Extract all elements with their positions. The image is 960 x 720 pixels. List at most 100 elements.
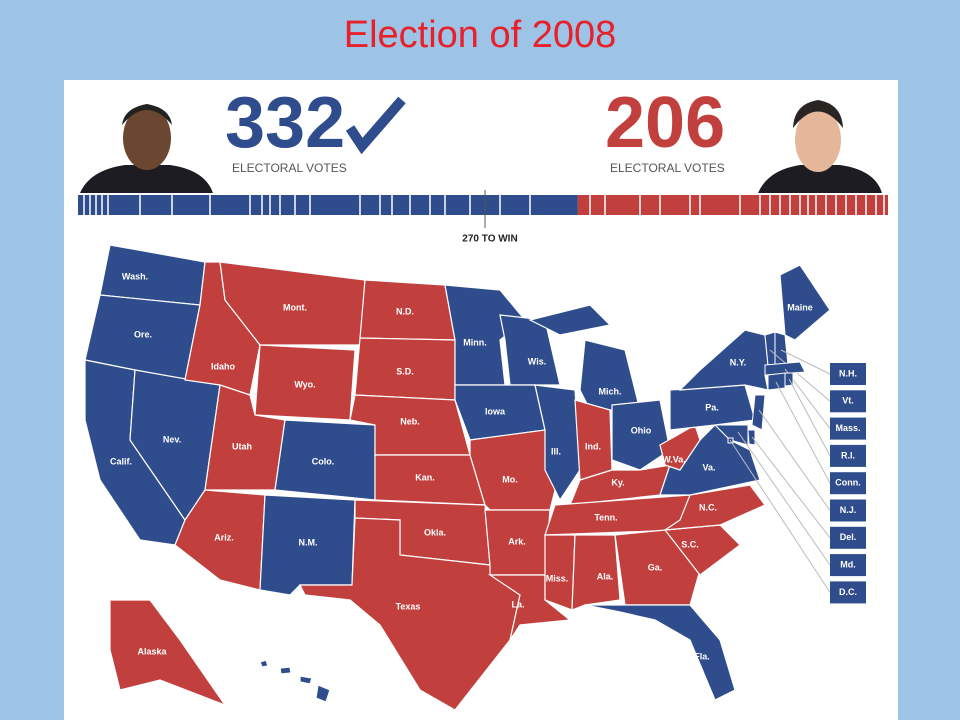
right-label: ELECTORAL VOTES (610, 161, 725, 175)
small-state (713, 424, 749, 446)
state-label: Kan. (415, 472, 435, 482)
state (299, 675, 313, 685)
state-label: Mo. (502, 474, 518, 484)
state-box-label: Md. (840, 559, 856, 569)
leader-line (751, 436, 831, 539)
left-photo (78, 95, 213, 193)
state-box-label: Conn. (835, 478, 861, 488)
right-photo (755, 95, 883, 193)
state (664, 484, 766, 531)
state (528, 304, 612, 336)
state-box-label: Vt. (842, 396, 854, 406)
state-label: N.C. (699, 502, 717, 512)
state-label: Ariz. (214, 532, 234, 542)
state-box-label: Del. (840, 532, 857, 542)
state (611, 399, 671, 471)
leader-line (780, 349, 831, 375)
state-label: Neb. (400, 416, 420, 426)
state-label: Tenn. (594, 512, 617, 522)
state-label: Wis. (528, 356, 546, 366)
state-box (830, 363, 866, 385)
slide-title: Election of 2008 (344, 14, 617, 56)
state-label: S.C. (681, 539, 699, 549)
state-box (830, 554, 866, 577)
state (571, 534, 621, 611)
state-label: Idaho (211, 361, 236, 371)
state-label: N.D. (396, 306, 414, 316)
state (584, 604, 736, 701)
state-label: Minn. (463, 337, 487, 347)
state-box-label: D.C. (839, 587, 857, 597)
state-label: N.M. (299, 537, 318, 547)
check-icon (345, 96, 406, 155)
leader-line (758, 409, 831, 511)
state-box (830, 390, 866, 413)
state-box (830, 499, 866, 522)
small-state (764, 361, 806, 376)
leader-line (729, 439, 831, 593)
state (279, 666, 292, 675)
state-label: Ind. (585, 441, 601, 451)
threshold-label: 270 TO WIN (462, 234, 517, 245)
state-label: La. (511, 599, 524, 609)
state-label: Okla. (424, 527, 446, 537)
state-label: Ky. (611, 477, 624, 487)
leader-line (769, 349, 831, 402)
left-label: ELECTORAL VOTES (232, 161, 347, 175)
small-state (747, 429, 756, 446)
state-label: Ala. (597, 571, 614, 581)
state-label: N.Y. (730, 357, 747, 367)
right-votes: 206 (605, 83, 725, 163)
state-box (830, 526, 866, 549)
state-label: Wash. (122, 271, 148, 281)
state-box-label: Mass. (835, 423, 860, 433)
state-label: Mont. (283, 302, 307, 312)
state-label: Wyo. (294, 379, 315, 389)
state-label: Ga. (648, 562, 663, 572)
state-label: Colo. (312, 456, 335, 466)
state-label: Va. (702, 462, 715, 472)
left-votes: 332 (225, 83, 345, 163)
state-label: Calif. (110, 456, 132, 466)
state-label: Ohio (631, 425, 652, 435)
state-label: Fla. (694, 651, 710, 661)
state (614, 529, 701, 606)
state-box (830, 472, 866, 495)
state-box (830, 581, 866, 604)
state-label: Nev. (163, 434, 181, 444)
state-label: Miss. (546, 573, 569, 583)
state (444, 284, 526, 386)
state-label: Ark. (508, 536, 526, 546)
state (534, 384, 581, 502)
state (469, 429, 556, 511)
state (779, 264, 831, 341)
state-label: Maine (787, 302, 813, 312)
state-box-label: N.H. (839, 368, 857, 378)
state (315, 684, 331, 703)
state (574, 399, 613, 481)
state-label: W.Va. (662, 454, 686, 464)
state-label: Ill. (551, 446, 561, 456)
leader-line (788, 378, 831, 457)
right-bar (577, 195, 888, 215)
state-label: Hawaii (274, 686, 303, 696)
state-box (830, 444, 866, 467)
state (219, 261, 366, 346)
leader-line (775, 381, 831, 484)
state-label: S.D. (396, 366, 414, 376)
state (259, 659, 269, 668)
vote-bar (78, 195, 888, 215)
state (299, 517, 521, 711)
small-state (751, 394, 766, 431)
state-box (830, 417, 866, 440)
state-label: Utah (232, 441, 252, 451)
state-label: Mich. (598, 386, 621, 396)
state-label: Iowa (485, 406, 506, 416)
map: Wash. Ore. Calif. Nev. Idaho Mont. Wyo. Utah Col… (84, 244, 866, 711)
state (109, 599, 227, 707)
state-box-label: R.I. (841, 450, 855, 460)
state-label: Texas (396, 601, 421, 611)
state-label: Ore. (134, 329, 152, 339)
